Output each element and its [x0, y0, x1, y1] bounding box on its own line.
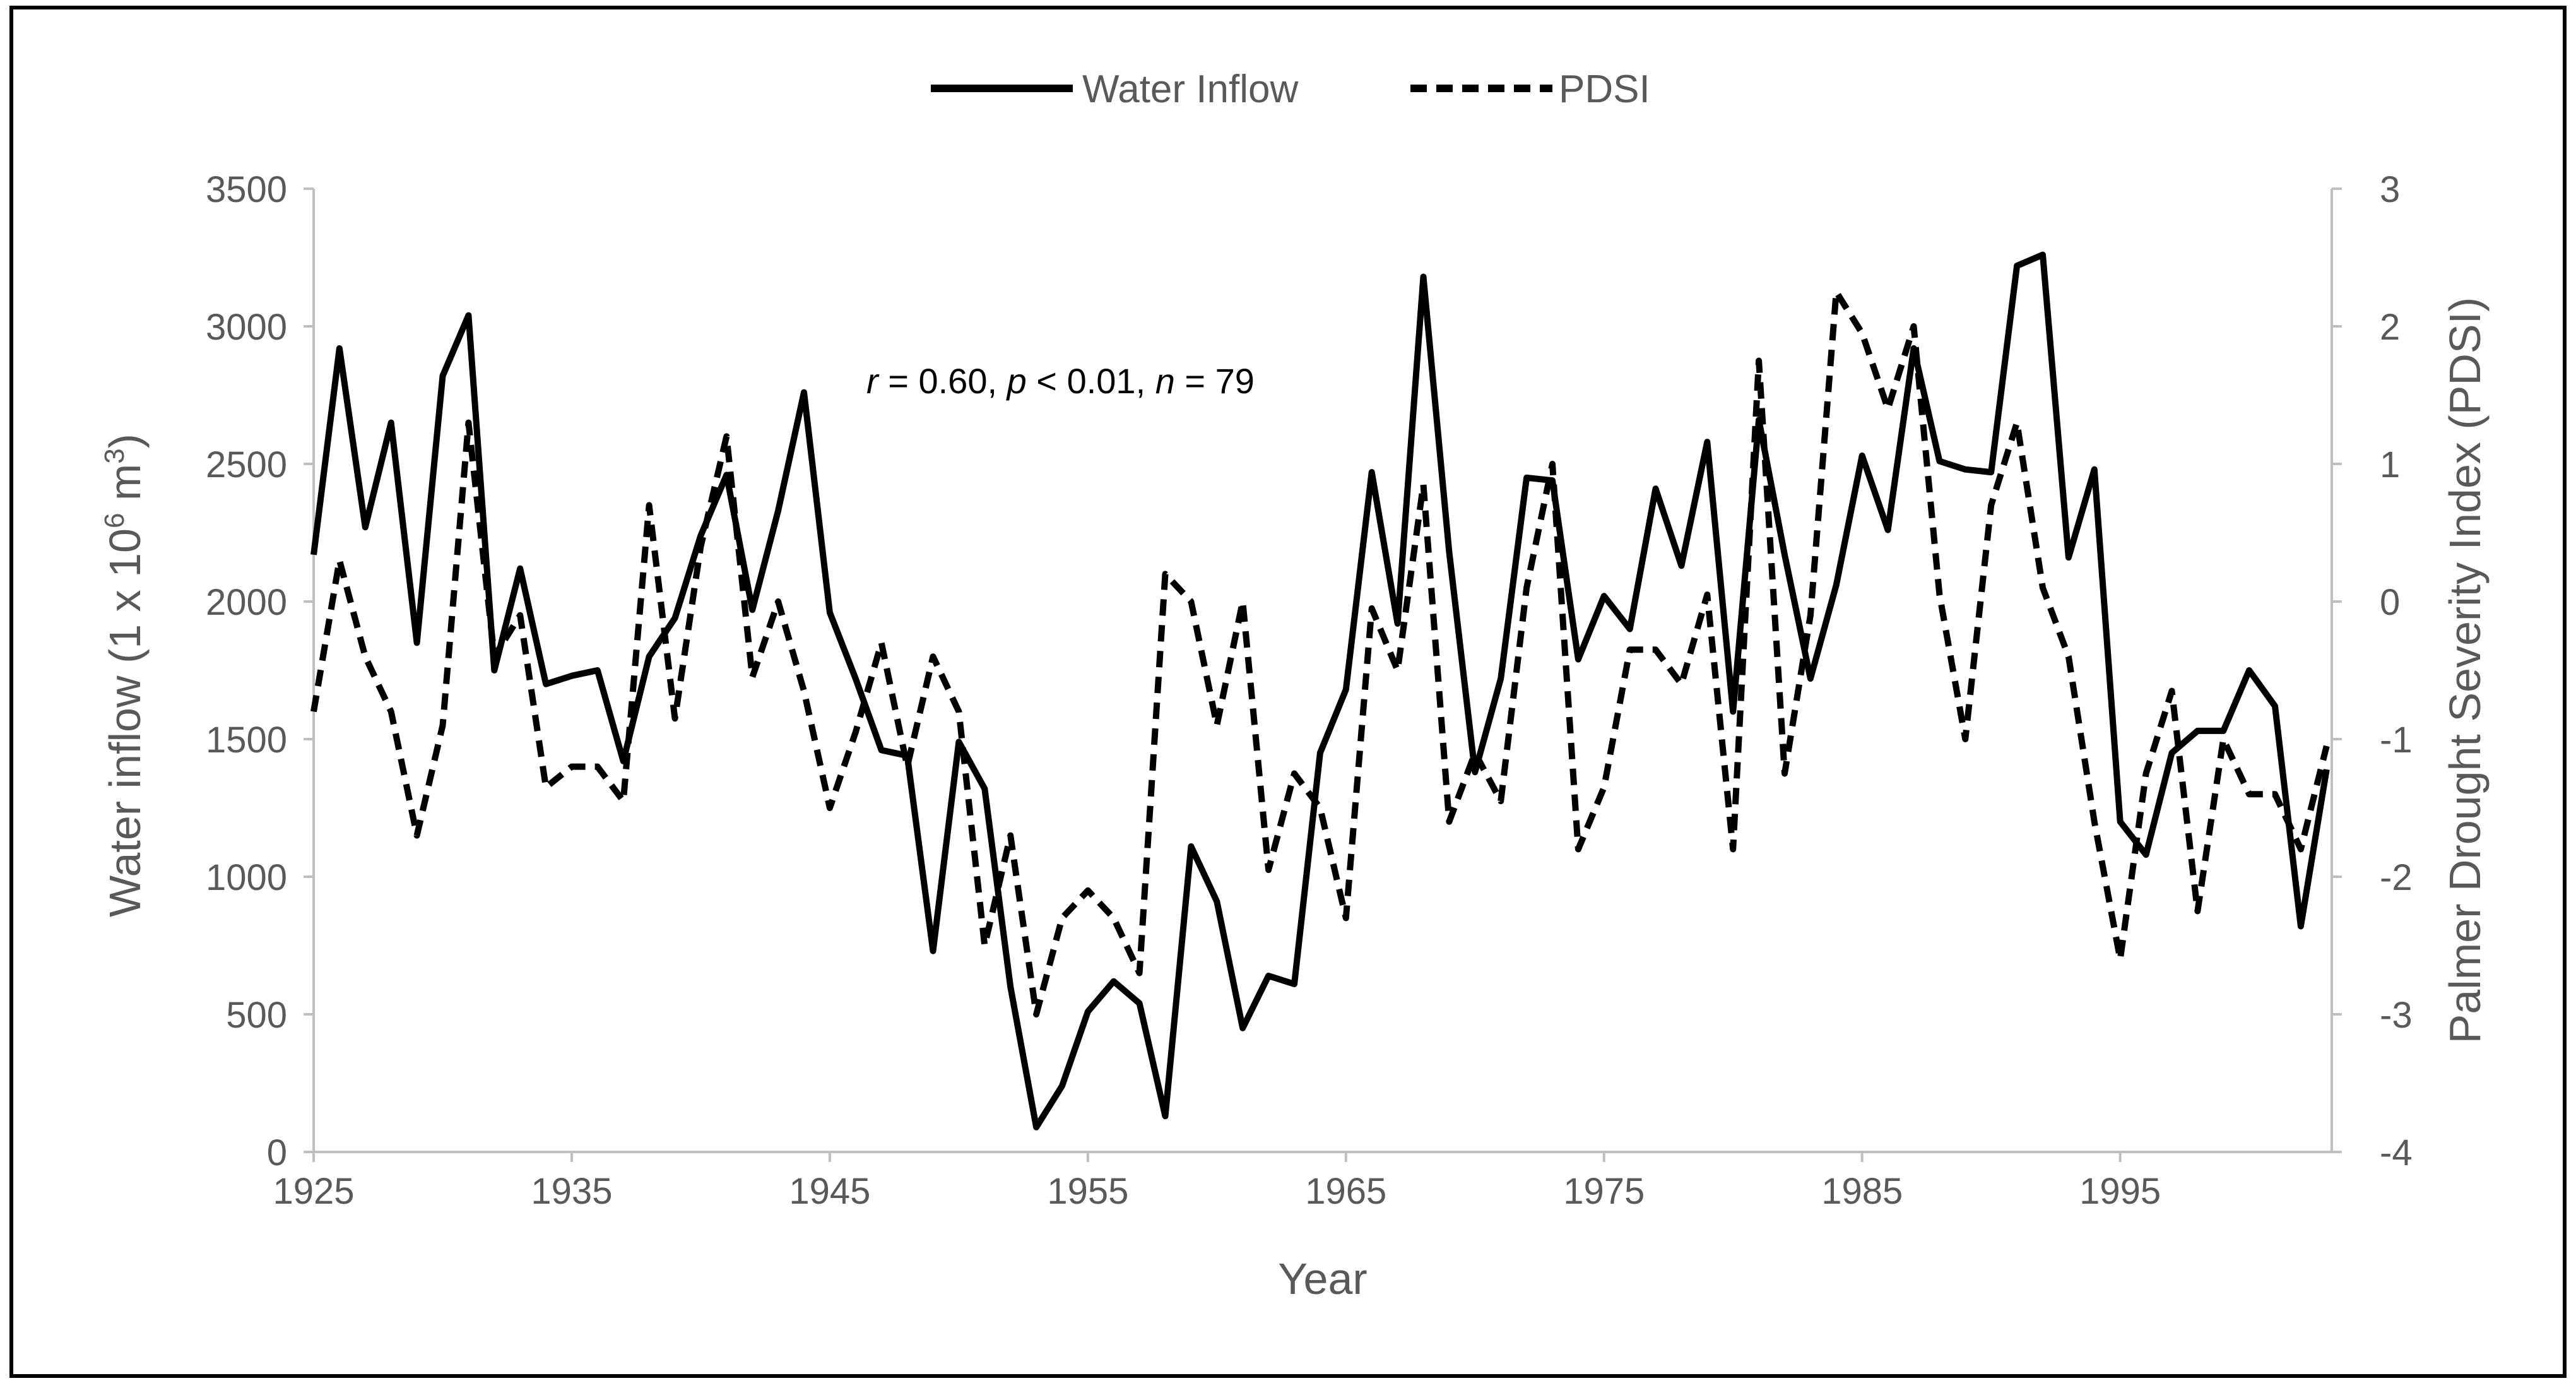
stats-r-label: r	[866, 361, 880, 401]
series-line-pdsi	[310, 288, 2330, 1017]
right-tick-label: 3	[2380, 169, 2400, 210]
left-axis-title-unit: m	[100, 464, 150, 513]
right-tick-label: -2	[2380, 857, 2413, 898]
left-tick-label: 1000	[206, 857, 287, 898]
series-layer	[310, 251, 2330, 1130]
x-tick-label: 1945	[789, 1171, 870, 1212]
right-tick-label: -4	[2380, 1132, 2413, 1173]
left-axis-title: Water inflow (1 x 106 m3)	[99, 434, 150, 917]
left-tick-label: 1500	[206, 720, 287, 761]
stats-n-value: = 79	[1175, 361, 1255, 401]
x-tick-label: 1985	[1821, 1171, 1903, 1212]
legend-label-pdsi: PDSI	[1559, 68, 1650, 111]
x-tick-label: 1925	[273, 1171, 354, 1212]
right-tick-label: 2	[2380, 307, 2400, 348]
right-tick-label: -1	[2380, 720, 2413, 761]
left-y-ticks: 0 500 1000 1500 2000 2500 3000 3500	[206, 169, 314, 1173]
stats-p-value: < 0.01,	[1027, 361, 1155, 401]
left-axis-title-close: )	[100, 434, 150, 448]
stats-annotation: r = 0.60, p < 0.01, n = 79	[866, 361, 1255, 401]
right-tick-label: 0	[2380, 582, 2400, 623]
stats-n-label: n	[1155, 361, 1175, 401]
x-axis-title: Year	[1278, 1254, 1367, 1303]
x-tick-label: 1965	[1305, 1171, 1386, 1212]
x-ticks: 1925 1935 1945 1955 1965 1975 1985 1995	[273, 1152, 2161, 1212]
legend: Water Inflow PDSI	[931, 68, 1650, 111]
chart-border	[9, 6, 2567, 1378]
x-tick-label: 1975	[1563, 1171, 1645, 1212]
left-tick-label: 3000	[206, 307, 287, 348]
right-tick-label: -3	[2380, 995, 2413, 1036]
left-axis-title-unit-exp: 3	[99, 448, 130, 463]
right-y-ticks: -4 -3 -2 -1 0 1 2 3	[2332, 169, 2413, 1173]
stats-p-label: p	[1006, 361, 1027, 401]
left-tick-label: 0	[267, 1132, 287, 1173]
left-tick-label: 500	[226, 995, 287, 1036]
x-tick-label: 1955	[1047, 1171, 1128, 1212]
left-axis-title-exp: 6	[99, 513, 130, 528]
x-tick-label: 1995	[2079, 1171, 2161, 1212]
left-axis-title-main: Water inflow (1 x 10	[100, 528, 150, 917]
legend-label-water-inflow: Water Inflow	[1082, 68, 1298, 111]
right-axis-title: Palmer Drought Severity Index (PDSI)	[2440, 297, 2490, 1044]
right-tick-label: 1	[2380, 444, 2400, 485]
stats-r-value: = 0.60,	[878, 361, 1007, 401]
left-tick-label: 2000	[206, 582, 287, 623]
x-tick-label: 1935	[531, 1171, 612, 1212]
left-tick-label: 2500	[206, 444, 287, 485]
left-tick-label: 3500	[206, 169, 287, 210]
series-line-water-inflow	[310, 251, 2330, 1130]
